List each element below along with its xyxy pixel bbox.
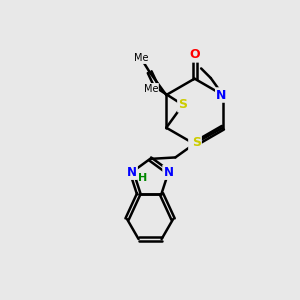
Text: Me: Me [144, 83, 158, 94]
Text: O: O [189, 48, 200, 62]
Text: N: N [216, 88, 226, 101]
Text: H: H [138, 172, 148, 183]
Text: N: N [127, 166, 137, 179]
Text: S: S [178, 98, 188, 111]
Text: N: N [164, 166, 173, 179]
Text: N: N [189, 139, 200, 152]
Text: S: S [192, 136, 201, 149]
Text: Me: Me [134, 53, 148, 64]
